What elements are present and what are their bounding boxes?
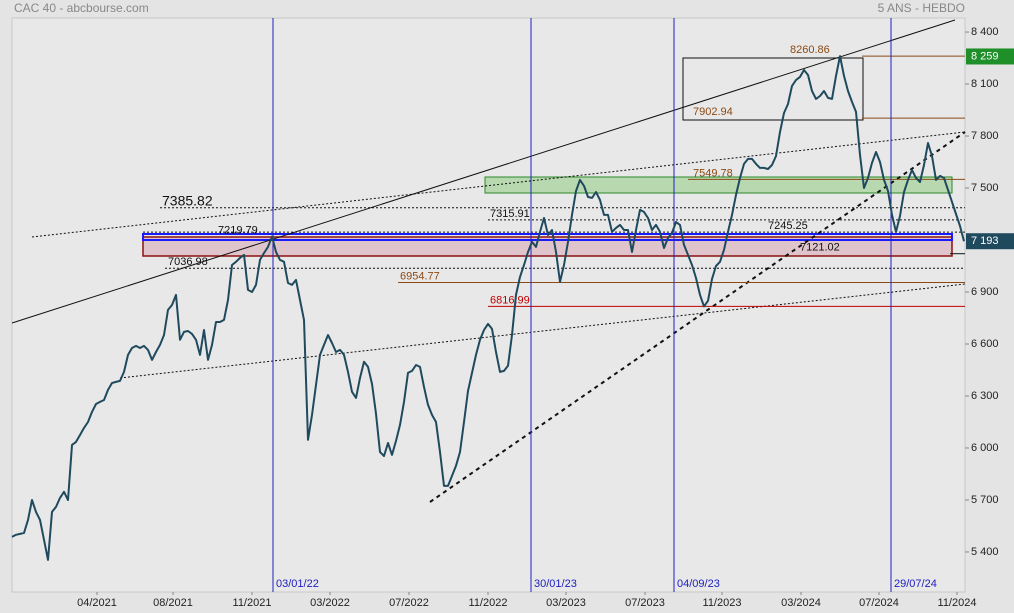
x-tick-label: 11/2021 [233,597,272,609]
y-tick-label: 7 800 [971,130,999,142]
price-line [11,55,965,561]
y-tick-label: 6 300 [971,390,999,402]
y-tick-label: 7 500 [971,182,999,194]
y-tick-label: 5 700 [971,494,999,506]
level-label: 7219.79 [218,224,258,236]
red-zone [142,236,953,257]
chart-subtitle: 5 ANS - HEBDO [878,1,965,15]
level-label: 7245.25 [768,220,808,232]
event-label: 29/07/24 [894,578,937,590]
x-tick-label: 03/2024 [781,597,821,609]
x-tick-label: 11/2024 [938,597,977,609]
green-zone [484,176,953,194]
x-tick-label: 08/2021 [153,597,193,609]
level-label: 6954.77 [400,270,440,282]
y-tick-label: 6 900 [971,286,999,298]
x-tick-label: 03/2022 [310,597,350,609]
trend-line [31,131,966,238]
chart-title: CAC 40 - abcbourse.com [14,1,149,15]
level-label: 7385.82 [162,193,213,209]
level-label: 7902.94 [693,106,733,118]
top-box [682,57,864,121]
level-label: 7036.98 [168,256,208,268]
trend-line [11,19,956,324]
y-tick-label: 8 100 [971,78,999,90]
level-label: 7315.91 [490,208,530,220]
x-tick-label: 04/2021 [77,597,117,609]
y-tick-label: 6 600 [971,338,999,350]
level-label: 7549.78 [693,167,733,179]
price-marker [966,48,1014,65]
x-tick-label: 11/2023 [703,597,742,609]
level-label: 6816.99 [490,294,530,306]
plot-area [11,17,966,593]
y-tick-label: 6 000 [971,442,999,454]
x-tick-label: 07/2022 [389,597,429,609]
x-tick-label: 07/2023 [625,597,665,609]
price-marker-label: 8 259 [971,50,999,62]
x-tick-label: 11/2022 [469,597,508,609]
price-marker-label: 7 193 [971,235,999,247]
trend-line [119,283,966,379]
x-tick-label: 03/2023 [546,597,586,609]
event-label: 03/01/22 [276,578,319,590]
event-label: 04/09/23 [677,578,720,590]
y-tick-label: 8 400 [971,26,999,38]
level-label: 7121.02 [800,242,840,254]
event-label: 30/01/23 [534,578,577,590]
zones [11,19,966,503]
price-marker [966,233,1014,250]
y-tick-label: 5 400 [971,546,999,558]
x-tick-label: 07/2024 [859,597,899,609]
level-label: 8260.86 [790,44,830,56]
